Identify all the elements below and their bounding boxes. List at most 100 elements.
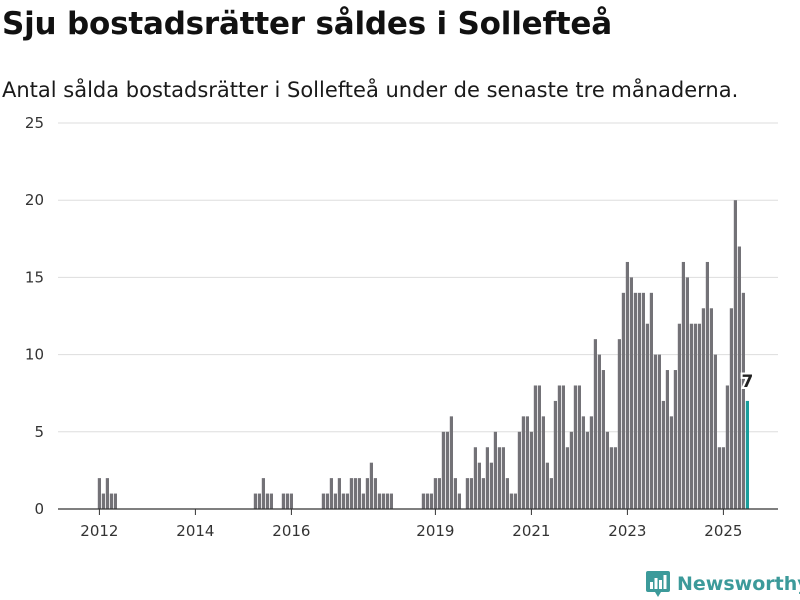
bar-2019-03 bbox=[441, 431, 445, 509]
bar-2020-10 bbox=[517, 431, 521, 509]
y-tick-label-20: 20 bbox=[25, 191, 44, 209]
bar-2019-10 bbox=[469, 478, 473, 509]
bar-2022-04 bbox=[589, 416, 593, 509]
bar-2022-09 bbox=[609, 447, 613, 509]
bar-2017-07 bbox=[361, 493, 365, 509]
highlight-value-label: 7 bbox=[741, 372, 753, 392]
bar-2015-05 bbox=[257, 493, 261, 509]
bar-2015-06 bbox=[261, 478, 265, 509]
bar-2012-01 bbox=[97, 478, 101, 509]
bar-2024-09 bbox=[705, 261, 709, 509]
x-tick-label-2021: 2021 bbox=[512, 522, 550, 540]
bar-2019-05 bbox=[449, 416, 453, 509]
bar-2024-12 bbox=[717, 447, 721, 509]
bar-2024-03 bbox=[681, 261, 685, 509]
x-tick-label-2016: 2016 bbox=[272, 522, 310, 540]
bar-2021-12 bbox=[573, 385, 577, 509]
bar-2023-05 bbox=[641, 292, 645, 509]
y-tick-label-5: 5 bbox=[34, 423, 44, 441]
bar-2024-02 bbox=[677, 323, 681, 509]
bar-2017-02 bbox=[341, 493, 345, 509]
bar-2017-11 bbox=[377, 493, 381, 509]
bar-2022-05 bbox=[593, 339, 597, 509]
bar-2012-03 bbox=[105, 478, 109, 509]
bar-2019-06 bbox=[453, 478, 457, 509]
x-tick-label-2012: 2012 bbox=[80, 522, 118, 540]
bar-2018-11 bbox=[425, 493, 429, 509]
brand-logo: Newsworthy bbox=[645, 568, 800, 600]
bar-2025-06 bbox=[741, 292, 745, 509]
bar-2023-10 bbox=[661, 400, 665, 509]
bar-2017-08 bbox=[365, 478, 369, 509]
bar-2012-02 bbox=[101, 493, 105, 509]
bar-2018-10 bbox=[421, 493, 425, 509]
bar-2019-07 bbox=[457, 493, 461, 509]
bar-2020-04 bbox=[493, 431, 497, 509]
y-tick-label-10: 10 bbox=[25, 346, 44, 364]
annotations: 7 bbox=[739, 370, 755, 394]
bar-2025-04 bbox=[733, 200, 737, 509]
bar-2019-09 bbox=[465, 478, 469, 509]
bar-2025-03 bbox=[729, 308, 733, 509]
bar-2015-11 bbox=[281, 493, 285, 509]
bar-2021-08 bbox=[557, 385, 561, 509]
bar-2021-06 bbox=[549, 478, 553, 509]
bar-2023-01 bbox=[625, 261, 629, 509]
bar-2020-07 bbox=[505, 478, 509, 509]
bar-2018-01 bbox=[385, 493, 389, 509]
bar-2021-11 bbox=[569, 431, 573, 509]
bar-2022-06 bbox=[597, 354, 601, 509]
bar-2012-05 bbox=[113, 493, 117, 509]
y-tick-label-15: 15 bbox=[25, 268, 44, 286]
bar-2020-09 bbox=[513, 493, 517, 509]
bar-2016-01 bbox=[289, 493, 293, 509]
bar-2015-07 bbox=[265, 493, 269, 509]
bar-2016-11 bbox=[329, 478, 333, 509]
bar-2016-09 bbox=[321, 493, 325, 509]
chart-title: Sju bostadsrätter såldes i Sollefteå bbox=[2, 6, 612, 42]
bar-2019-02 bbox=[437, 478, 441, 509]
bar-2017-05 bbox=[353, 478, 357, 509]
bar-2012-04 bbox=[109, 493, 113, 509]
x-tick-label-2014: 2014 bbox=[176, 522, 214, 540]
bar-2021-10 bbox=[565, 447, 569, 509]
bar-2022-10 bbox=[613, 447, 617, 509]
bar-2022-12 bbox=[621, 292, 625, 509]
bar-2023-09 bbox=[657, 354, 661, 509]
bars bbox=[97, 200, 749, 509]
bar-2023-08 bbox=[653, 354, 657, 509]
bar-2018-12 bbox=[429, 493, 433, 509]
bar-2017-03 bbox=[345, 493, 349, 509]
bar-2021-07 bbox=[553, 400, 557, 509]
bar-2016-10 bbox=[325, 493, 329, 509]
bar-2022-08 bbox=[605, 431, 609, 509]
bar-2021-09 bbox=[561, 385, 565, 509]
x-axis: 2012 2014 2016 2019 2021 2023 2025 bbox=[58, 508, 778, 540]
bar-2017-10 bbox=[373, 478, 377, 509]
newsworthy-chart-icon bbox=[646, 571, 670, 597]
bar-2020-06 bbox=[501, 447, 505, 509]
bar-2023-11 bbox=[665, 370, 669, 509]
bar-2020-05 bbox=[497, 447, 501, 509]
bar-2021-05 bbox=[545, 462, 549, 509]
bar-2022-07 bbox=[601, 370, 605, 509]
bar-2020-01 bbox=[481, 478, 485, 509]
bar-2015-08 bbox=[269, 493, 273, 509]
bar-2025-05 bbox=[737, 246, 741, 509]
y-tick-label-0: 0 bbox=[34, 500, 44, 518]
bar-2020-08 bbox=[509, 493, 513, 509]
bar-2025-01 bbox=[721, 447, 725, 509]
bar-2019-11 bbox=[473, 447, 477, 509]
bar-2018-02 bbox=[389, 493, 393, 509]
bar-2020-12 bbox=[525, 416, 529, 509]
bar-2024-04 bbox=[685, 277, 689, 509]
y-axis-ticks: 0 5 10 15 20 25 bbox=[25, 114, 44, 518]
bar-2017-09 bbox=[369, 462, 373, 509]
bar-2022-03 bbox=[585, 431, 589, 509]
bar-2017-01 bbox=[337, 478, 341, 509]
x-tick-label-2019: 2019 bbox=[416, 522, 454, 540]
bar-2015-12 bbox=[285, 493, 289, 509]
bar-2019-01 bbox=[433, 478, 437, 509]
chart-subtitle: Antal sålda bostadsrätter i Sollefteå un… bbox=[2, 78, 739, 102]
